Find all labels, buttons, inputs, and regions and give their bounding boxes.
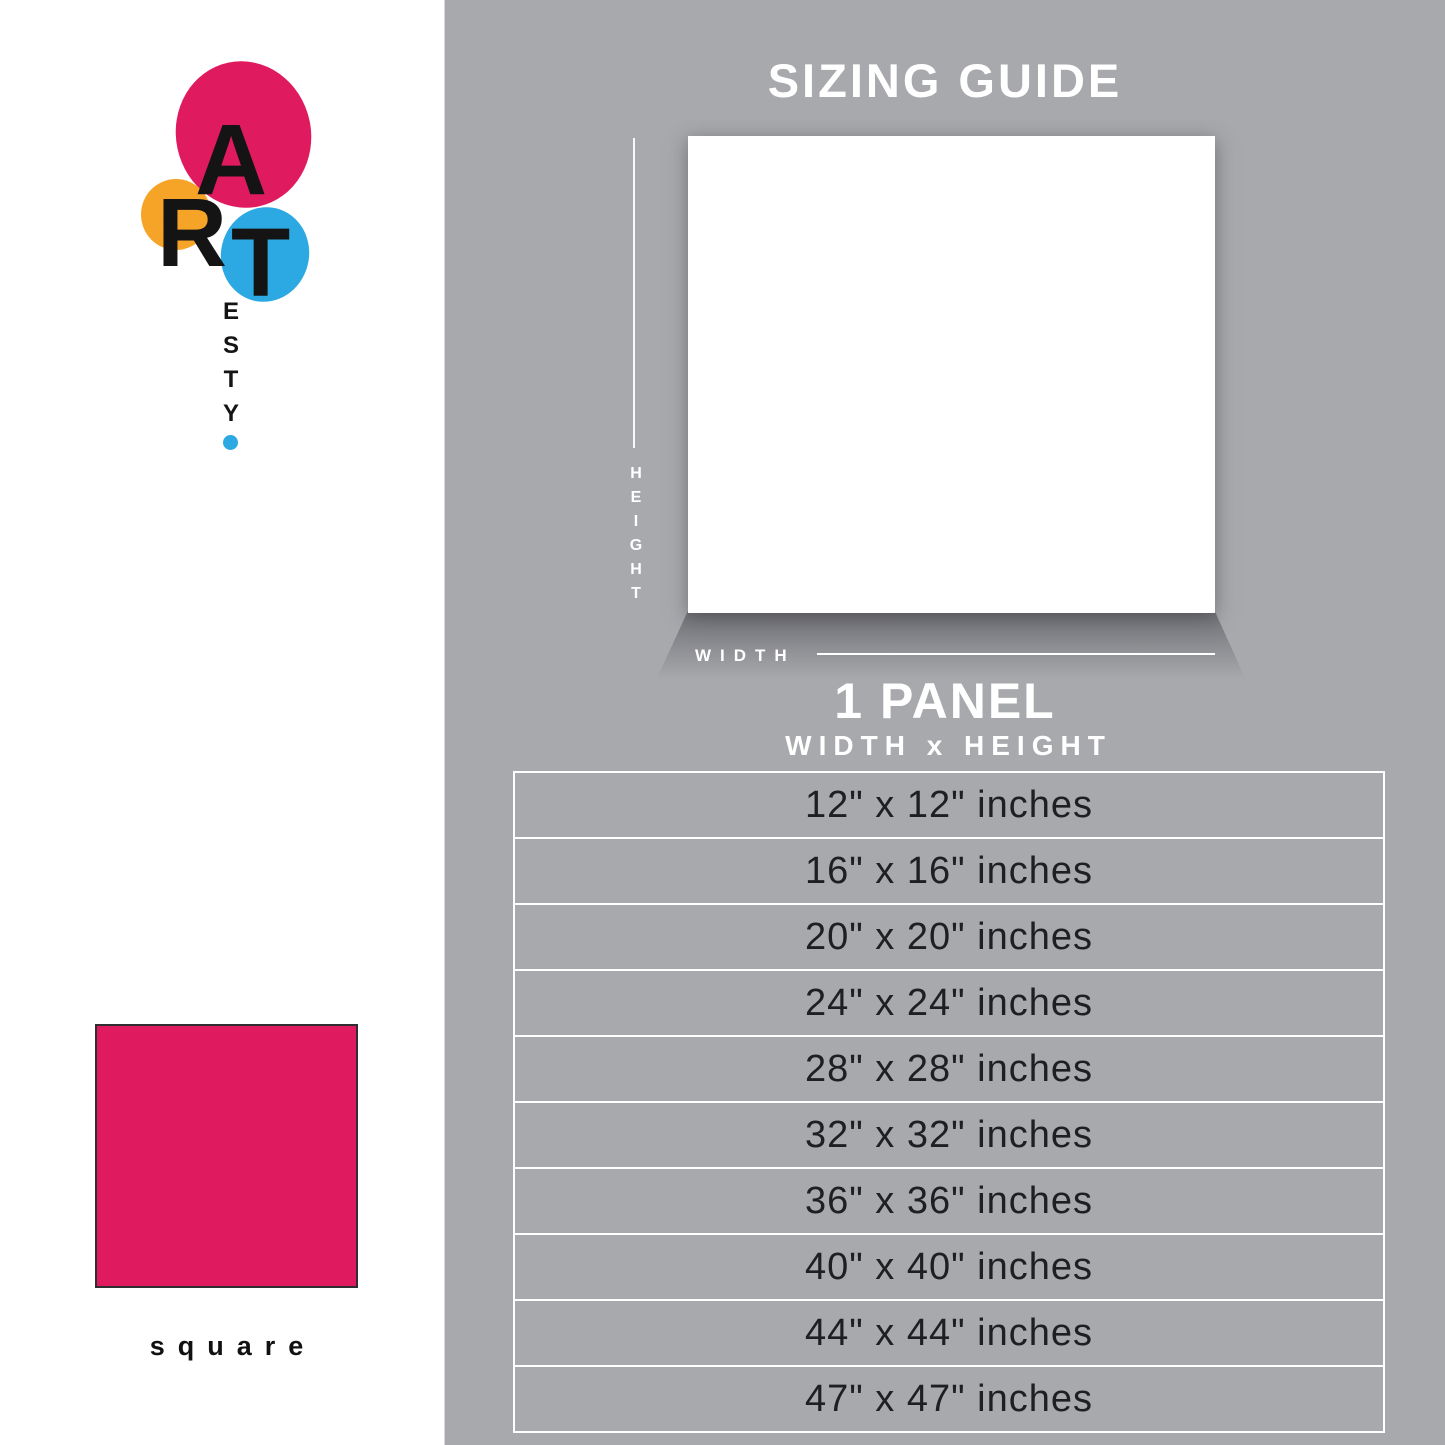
dimension-format-label: WIDTH x HEIGHT [785, 730, 1112, 761]
size-row: 47" x 47" inches [804, 1377, 1094, 1420]
canvas-panel-preview [688, 136, 1215, 613]
size-row: 44" x 44" inches [515, 1301, 1383, 1367]
size-row: 24" x 24" inches [515, 971, 1383, 1037]
page-title: SIZING GUIDE [767, 54, 1123, 107]
logo-letter-s: S [222, 332, 239, 359]
size-table: 12" x 12" inches 16" x 16" inches 20" x … [513, 771, 1385, 1433]
height-letter: I [633, 513, 639, 530]
height-letter: H [630, 561, 642, 578]
height-letter: G [629, 537, 643, 554]
size-row: 12" x 12" inches [515, 773, 1383, 839]
size-row: 16" x 16" inches [515, 839, 1383, 905]
logo-letter-y: Y [222, 400, 239, 427]
logo-letter-t2: T [223, 366, 239, 393]
width-axis-label: WIDTH [695, 646, 796, 665]
height-axis-line [633, 138, 635, 448]
width-axis-line [817, 653, 1215, 655]
panel-floor-shadow [652, 611, 1250, 689]
logo-vertical-letters: E S T Y [219, 300, 243, 426]
size-row: 20" x 20" inches [515, 905, 1383, 971]
size-row: 32" x 32" inches [515, 1103, 1383, 1169]
logo-blob-orange-icon [141, 179, 211, 250]
size-row: 40" x 40" inches [515, 1235, 1383, 1301]
logo-letter-t: T [231, 208, 291, 317]
left-panel: A R T E S T Y square [0, 0, 445, 1445]
size-row: 28" x 28" inches [515, 1037, 1383, 1103]
shape-label: square [149, 1331, 317, 1361]
panel-count-label: 1 PANEL [834, 673, 1056, 729]
logo-letter-a: A [195, 104, 268, 216]
sizing-guide-panel: SIZING GUIDE H E I G H T WIDTH 1 PANEL W… [445, 0, 1445, 1445]
height-letter: H [630, 465, 642, 482]
size-row: 36" x 36" inches [515, 1169, 1383, 1235]
shape-swatch [95, 1024, 358, 1288]
logo-letter-e: E [222, 298, 239, 325]
height-axis-label: H E I G H T [624, 466, 648, 602]
logo-letter-r: R [157, 178, 228, 287]
height-letter: E [630, 489, 642, 506]
height-letter: T [631, 585, 641, 602]
logo-dot-icon [223, 435, 238, 450]
